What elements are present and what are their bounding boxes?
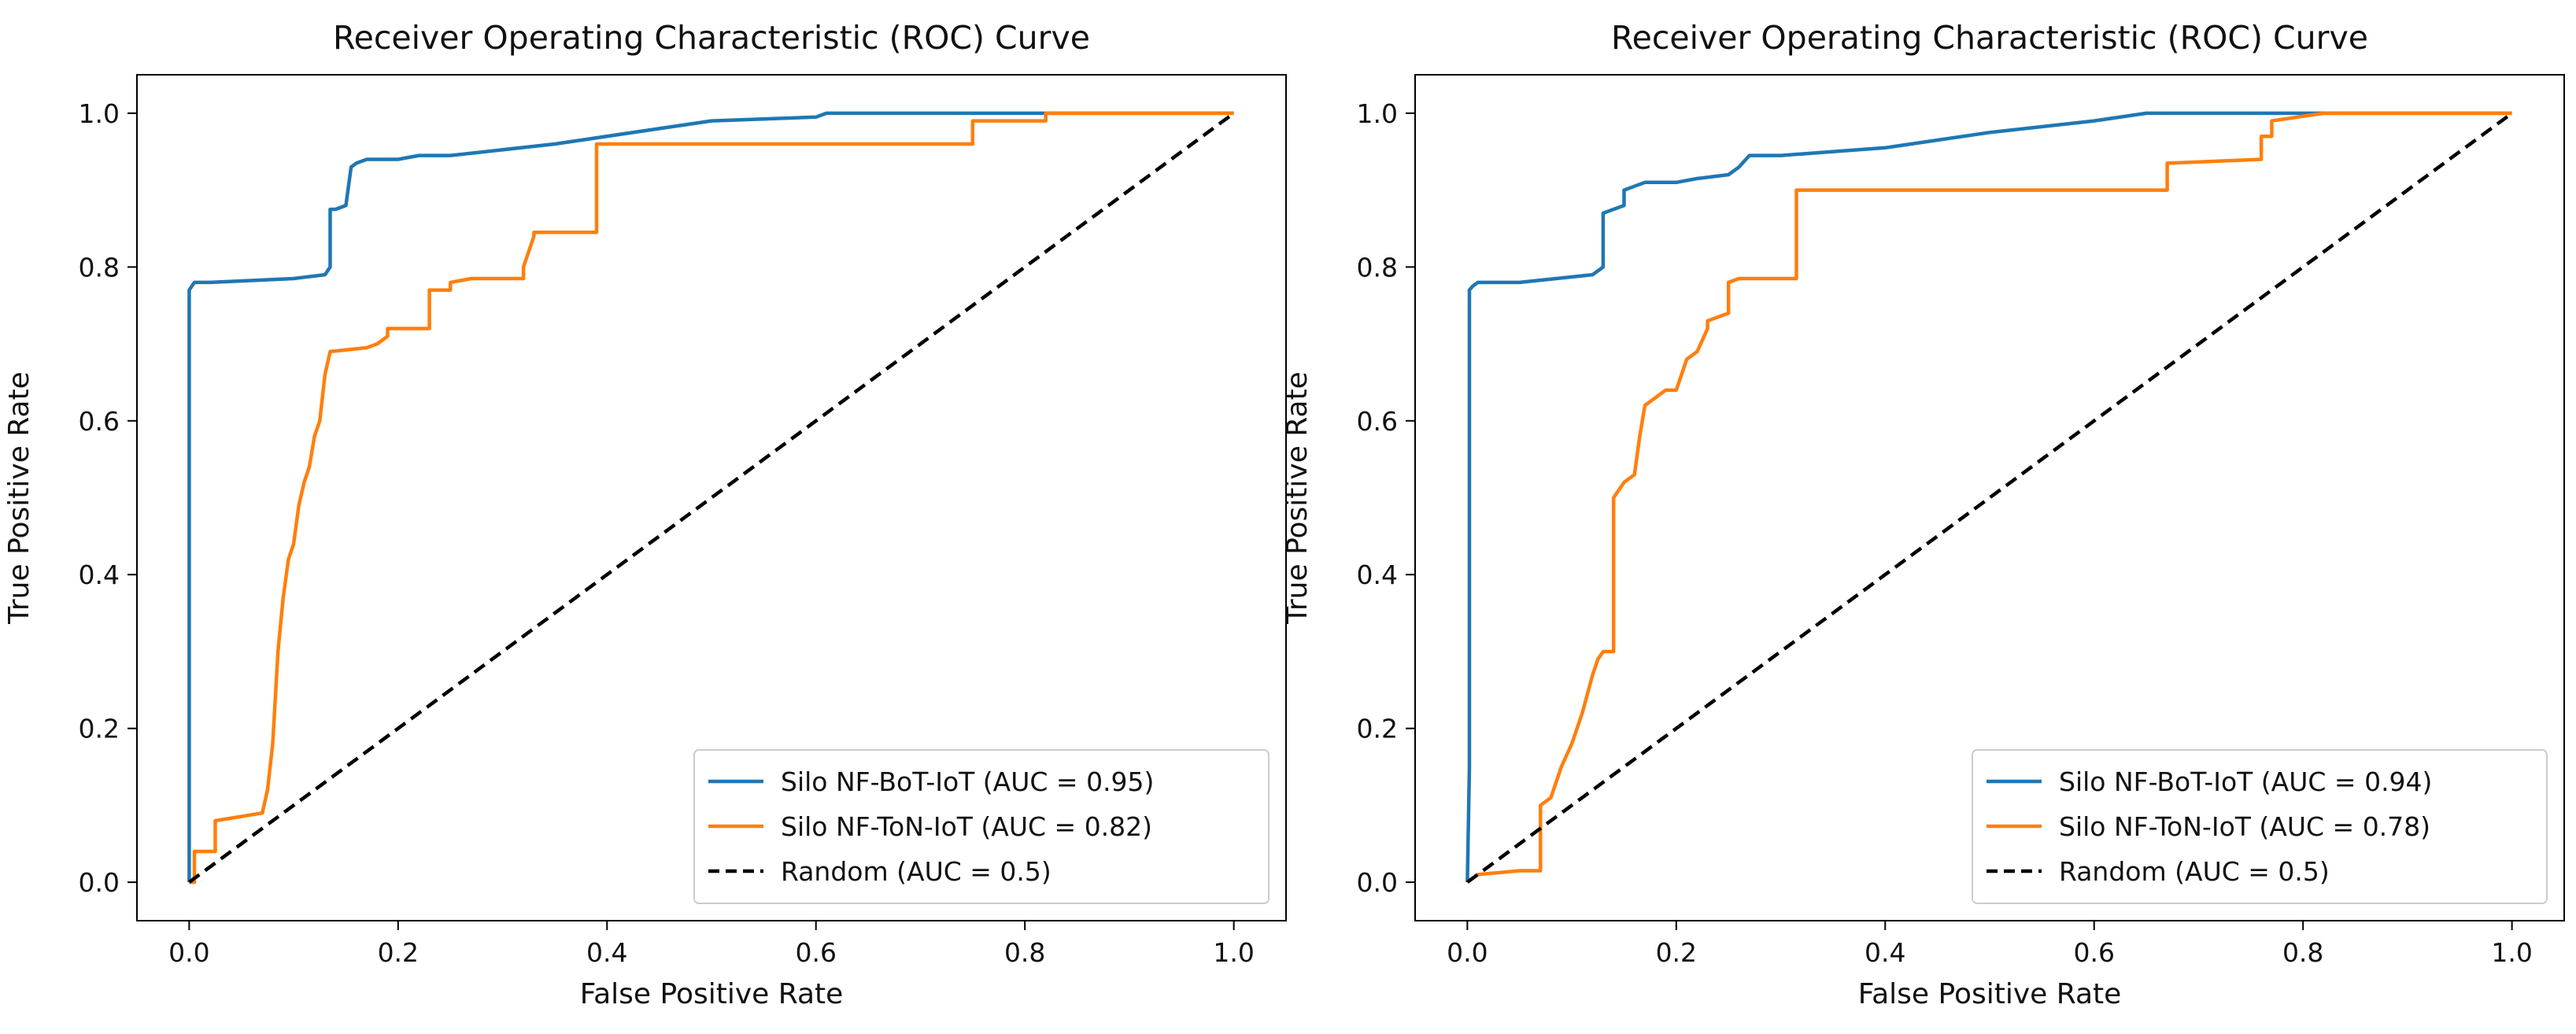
chart-panel-1: Receiver Operating Characteristic (ROC) … [3,19,1287,1010]
y-tick-label: 0.6 [1357,406,1398,437]
legend-label-1: Silo NF-BoT-IoT (AUC = 0.94) [2059,766,2432,797]
x-tick-label: 0.8 [1004,937,1045,968]
x-tick-label: 0.2 [1656,937,1697,968]
y-axis-label: True Positive Rate [1281,371,1314,625]
legend-label-1: Silo NF-BoT-IoT (AUC = 0.95) [781,766,1154,797]
y-tick-label: 0.4 [79,559,120,590]
x-tick-label: 1.0 [2491,937,2532,968]
x-tick-label: 0.0 [1447,937,1488,968]
legend-label-2: Silo NF-ToN-IoT (AUC = 0.82) [781,811,1152,842]
y-tick-label: 1.0 [79,98,120,129]
y-tick-label: 0.8 [79,252,120,283]
series-line-1 [187,111,1234,883]
legend-box [693,749,1270,904]
chart-title: Receiver Operating Characteristic (ROC) … [333,19,1090,57]
x-tick-label: 0.6 [795,937,836,968]
plot-frame [1414,74,2565,921]
chart-title: Receiver Operating Characteristic (ROC) … [1611,19,2368,57]
y-tick-label: 0.2 [79,714,120,744]
legend-box [1972,749,2548,904]
x-tick-label: 0.2 [378,937,419,968]
legend: Silo NF-BoT-IoT (AUC = 0.95) Silo NF-ToN-… [693,749,1270,904]
x-tick-label: 0.8 [2282,937,2323,968]
x-axis-label: False Positive Rate [1858,978,2122,1010]
series-line-2 [1466,111,2512,884]
series-line-2 [189,111,1234,884]
y-tick-label: 0.0 [1357,867,1398,898]
x-tick-label: 0.6 [2073,937,2114,968]
x-tick-label: 1.0 [1213,937,1254,968]
y-tick-label: 0.0 [79,867,120,898]
y-axis-label: True Positive Rate [3,371,35,625]
y-tick-label: 1.0 [1357,98,1398,129]
y-tick-label: 0.8 [1357,252,1398,283]
y-tick-label: 0.4 [1357,559,1398,590]
chart-panel-2: Receiver Operating Characteristic (ROC) … [1281,19,2565,1010]
series-line-1 [1465,111,2512,883]
y-tick-label: 0.6 [79,406,120,437]
legend-label-2: Silo NF-ToN-IoT (AUC = 0.78) [2059,811,2430,842]
x-tick-label: 0.0 [168,937,209,968]
x-axis-label: False Positive Rate [580,978,844,1010]
plot-frame [136,74,1287,921]
legend-label-3: Random (AUC = 0.5) [781,856,1051,887]
legend-label-3: Random (AUC = 0.5) [2059,856,2330,887]
y-tick-label: 0.2 [1357,714,1398,744]
x-tick-label: 0.4 [1865,937,1905,968]
legend: Silo NF-BoT-IoT (AUC = 0.94) Silo NF-ToN-… [1972,749,2548,904]
x-tick-label: 0.4 [586,937,627,968]
